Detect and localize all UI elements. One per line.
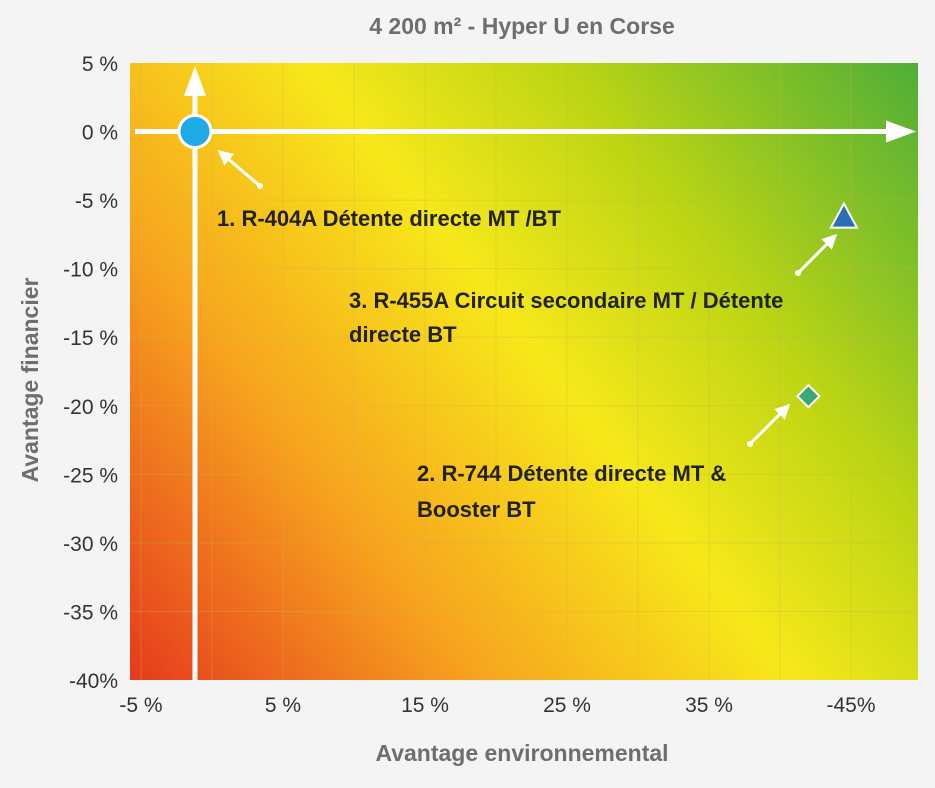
- annotation-arrow-2: [748, 403, 791, 446]
- annotation-2-line-2: Booster BT: [417, 497, 536, 522]
- y-tick-label: 0 %: [82, 122, 118, 145]
- y-ticks: 5 % 0 % -5 % -10 % -15 % -20 % -25 % -30 % -35 %…: [63, 53, 118, 693]
- annotation-3: 3. R-455A Circuit secondaire MT / Détent…: [349, 288, 790, 347]
- annotation-1-line-1: 1. R-404A Détente directe MT /BT: [217, 206, 561, 231]
- y-tick-label: -40%: [69, 670, 118, 693]
- x-tick-label: 35 %: [685, 694, 733, 717]
- plot-area: [130, 63, 918, 680]
- x-ticks: -5 % 5 % 15 % 25 % 35 % -45%: [119, 694, 875, 717]
- y-tick-label: 5 %: [82, 53, 118, 76]
- axes: [135, 66, 916, 680]
- y-tick-label: -35 %: [63, 601, 118, 624]
- y-tick-label: -30 %: [63, 533, 118, 556]
- annotation-arrows: [217, 150, 838, 447]
- annotation-1: 1. R-404A Détente directe MT /BT: [217, 206, 561, 231]
- y-tick-label: -10 %: [63, 259, 118, 282]
- annotation-2: 2. R-744 Détente directe MT & Booster BT: [417, 461, 732, 522]
- y-tick-label: -20 %: [63, 396, 118, 419]
- point-r744: [795, 383, 821, 409]
- annotation-2-line-1: 2. R-744 Détente directe MT &: [417, 461, 726, 486]
- y-axis-title: Avantage financier: [17, 277, 43, 482]
- y-tick-label: -25 %: [63, 464, 118, 487]
- chart-title: 4 200 m² - Hyper U en Corse: [369, 13, 675, 39]
- point-r404a: [177, 114, 213, 150]
- y-tick-label: -15 %: [63, 327, 118, 350]
- x-axis-title: Avantage environnemental: [375, 740, 668, 766]
- y-axis-arrowhead: [184, 66, 206, 96]
- x-tick-label: 5 %: [265, 694, 301, 717]
- y-tick-label: -5 %: [75, 190, 118, 213]
- x-tick-label: 25 %: [543, 694, 591, 717]
- annotation-arrow-2-tail: [747, 441, 753, 447]
- x-tick-label: -5 %: [119, 694, 162, 717]
- x-tick-label: 15 %: [401, 694, 449, 717]
- annotation-arrow-3: [796, 233, 838, 275]
- annotation-arrow-1: [217, 150, 261, 188]
- annotation-arrow-3-tail: [795, 270, 801, 276]
- x-axis-arrowhead: [886, 120, 916, 143]
- annotation-arrow-1-tail: [257, 183, 263, 189]
- data-points: [177, 114, 859, 409]
- annotation-3-line-1: 3. R-455A Circuit secondaire MT / Détent…: [349, 288, 783, 313]
- point-r455a: [829, 201, 859, 229]
- x-tick-label: -45%: [826, 694, 875, 717]
- annotation-3-line-2: directe BT: [349, 322, 457, 347]
